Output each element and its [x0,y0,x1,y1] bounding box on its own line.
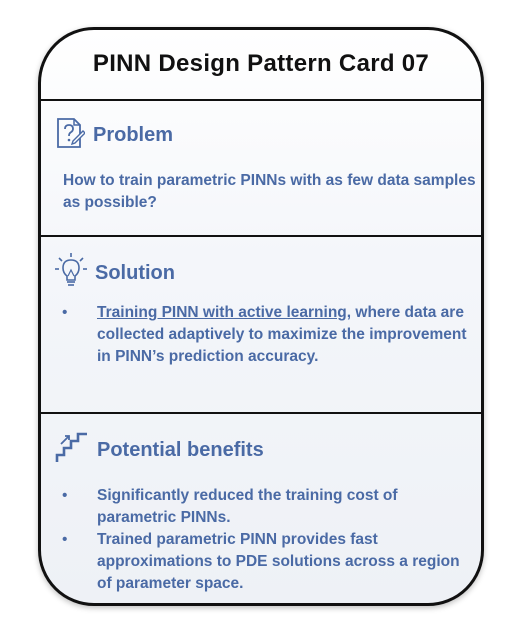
benefits-heading-row: Potential benefits [55,432,264,469]
question-document-icon [55,117,86,154]
benefit-item: • Trained parametric PINN provides fast … [55,529,475,595]
benefit-text: Significantly reduced the training cost … [97,487,398,526]
bullet-dot: • [62,304,68,321]
benefits-list: • Significantly reduced the training cos… [55,485,475,595]
design-pattern-card: PINN Design Pattern Card 07 Problem How … [38,27,484,606]
solution-list: • Training PINN with active learning, wh… [55,302,475,368]
bullet-dot: • [62,487,68,504]
solution-heading: Solution [95,262,175,284]
active-learning-link[interactable]: Training PINN with active learning [97,304,347,321]
problem-divider [41,235,481,237]
solution-heading-row: Solution [55,252,175,295]
benefit-item: • Significantly reduced the training cos… [55,485,475,529]
lightbulb-icon [55,252,87,295]
problem-heading-row: Problem [55,117,173,154]
solution-bullet: • Training PINN with active learning, wh… [55,302,475,368]
benefits-heading: Potential benefits [97,439,264,461]
bullet-dot: • [62,531,68,548]
rising-stairs-icon [55,432,89,469]
problem-text: How to train parametric PINNs with as fe… [63,172,476,211]
benefit-text: Trained parametric PINN provides fast ap… [97,531,460,592]
title-divider [41,99,481,101]
card-title: PINN Design Pattern Card 07 [92,50,430,77]
problem-heading: Problem [93,124,174,146]
solution-bullet-text: , where data are collected adaptively to… [97,304,467,365]
solution-divider [41,412,481,414]
